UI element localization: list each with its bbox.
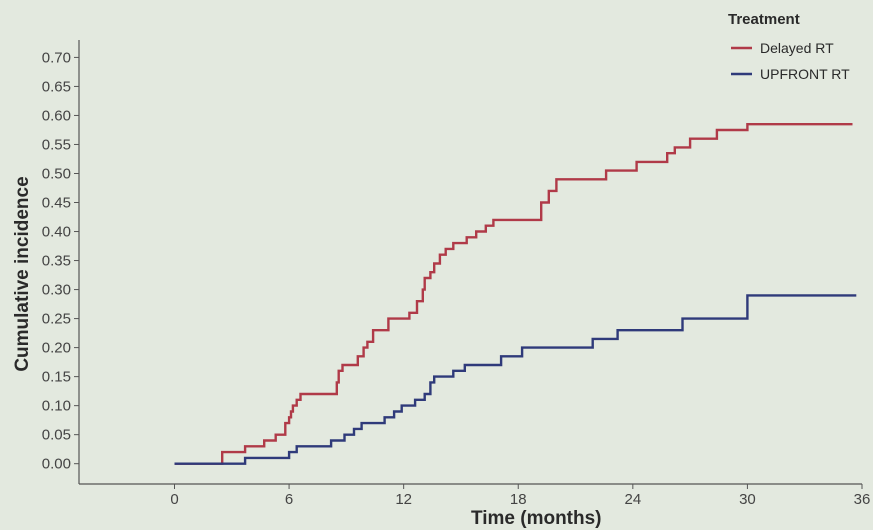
legend-title: Treatment <box>728 11 800 28</box>
y-tick-label: 0.35 <box>42 253 71 270</box>
y-tick-label: 0.60 <box>42 107 71 124</box>
y-tick-label: 0.20 <box>42 340 71 357</box>
legend-items: Delayed RT UPFRONT RT <box>731 40 850 82</box>
y-tick-label: 0.50 <box>42 165 71 182</box>
x-ticks: 0 6 12 18 24 30 36 <box>170 484 870 508</box>
x-axis-title: Time (months) <box>471 508 602 529</box>
legend-label: UPFRONT RT <box>760 66 850 82</box>
y-tick-label: 0.10 <box>42 398 71 415</box>
y-tick-label: 0.25 <box>42 311 71 328</box>
x-tick-label: 30 <box>739 491 756 508</box>
x-tick-label: 24 <box>624 491 641 508</box>
series-line-upfront-rt <box>174 294 857 465</box>
x-tick-label: 0 <box>170 491 178 508</box>
y-tick-label: 0.15 <box>42 369 71 386</box>
y-tick-label: 0.45 <box>42 195 71 212</box>
x-tick-label: 18 <box>510 491 527 508</box>
x-tick-label: 12 <box>395 491 412 508</box>
y-tick-label: 0.40 <box>42 224 71 241</box>
y-tick-label: 0.65 <box>42 78 71 95</box>
y-tick-label: 0.55 <box>42 136 71 153</box>
y-tick-label: 0.30 <box>42 282 71 299</box>
y-tick-label: 0.70 <box>42 49 71 66</box>
legend: Treatment Delayed RT UPFRONT RT <box>728 11 850 82</box>
y-axis-title: Cumulative incidence <box>12 176 33 371</box>
series-layer <box>174 123 857 465</box>
x-tick-label: 6 <box>285 491 293 508</box>
x-tick-label: 36 <box>854 491 871 508</box>
legend-label: Delayed RT <box>760 40 834 56</box>
axes: 0.00 0.05 0.10 0.15 0.20 0.25 0.30 0.35 0.40 0.45… <box>42 40 870 508</box>
series-line-delayed-rt <box>174 123 853 465</box>
y-tick-label: 0.00 <box>42 456 71 473</box>
y-ticks: 0.00 0.05 0.10 0.15 0.20 0.25 0.30 0.35 0.40 0.45… <box>42 49 79 473</box>
y-tick-label: 0.05 <box>42 427 71 444</box>
